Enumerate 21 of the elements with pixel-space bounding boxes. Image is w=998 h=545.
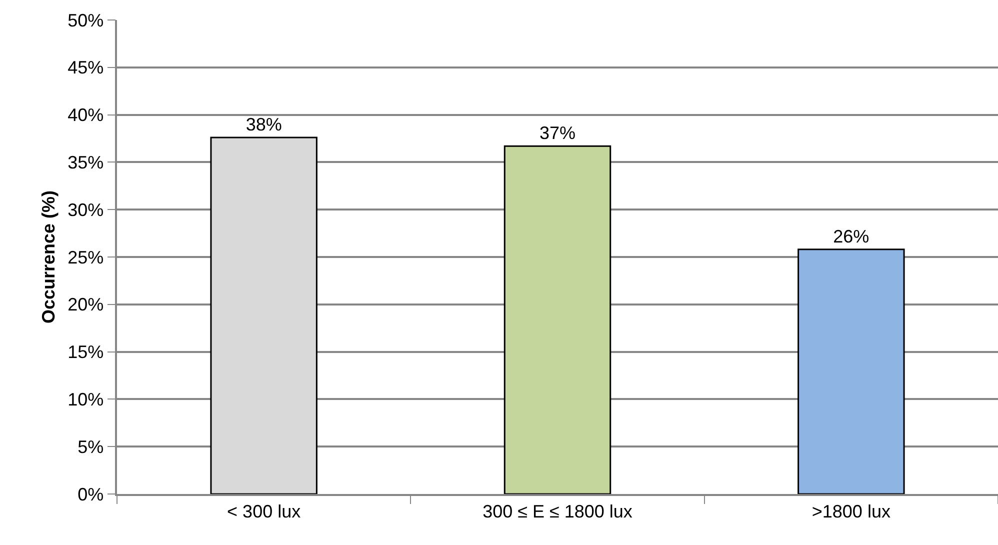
y-tick-label: 50% [68,10,104,30]
data-label: 37% [539,123,576,144]
data-label: 38% [246,114,282,135]
y-tick-label: 0% [78,484,104,504]
y-tick-label: 35% [68,152,104,172]
y-tick-label: 40% [68,105,104,126]
bar [504,145,612,494]
x-tick-label: 300 ≤ E ≤ 1800 lux [482,501,632,522]
y-tick-label: 10% [68,390,104,410]
y-tick-label: 30% [68,200,104,220]
y-axis-title: Occurrence (%) [38,190,58,324]
x-tick-label: >1800 lux [812,501,890,522]
data-label: 26% [833,226,870,246]
y-tick-label: 45% [68,58,104,78]
y-tick-label: 25% [68,247,104,268]
bar [210,136,318,494]
y-tick-label: 5% [78,436,104,457]
y-tick-label: 20% [68,294,104,315]
bar [798,248,905,494]
y-tick-label: 15% [68,342,104,362]
x-tick-label: < 300 lux [227,501,301,522]
